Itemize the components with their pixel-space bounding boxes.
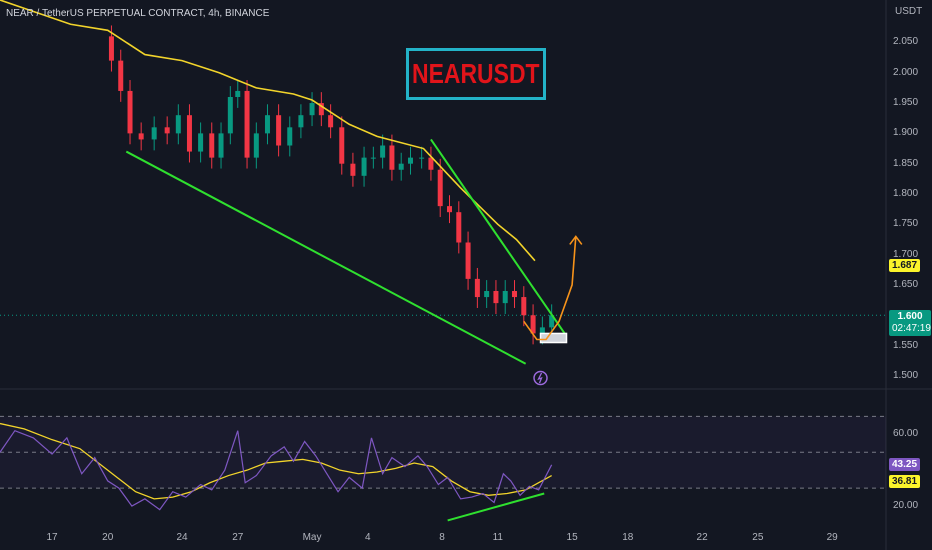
candle-body [209,133,215,158]
candle-body [227,97,233,134]
time-tick-label: 15 [566,532,578,543]
candle-body [474,278,480,298]
candle-body [437,169,443,207]
projection-arrow-icon [569,235,583,245]
candle-body [108,36,114,61]
candle-body [218,133,224,158]
time-tick-label: 25 [752,532,764,543]
price-tick-label: 1.850 [893,157,919,169]
candle-body [484,291,490,298]
price-tick-label: 1.750 [893,218,919,230]
time-tick-label: 18 [622,532,634,543]
rsi-tick-label: 60.00 [893,428,919,440]
time-tick-label: 24 [176,532,188,543]
candle-body [127,90,133,134]
candle-body [465,242,471,279]
rsi-value-tag: 43.25 [889,458,921,471]
candle-timer: 02:47:19 [892,323,931,334]
candle-body [493,291,499,304]
price-unit: USDT [895,6,923,17]
candle-body [118,60,124,91]
candle-body [235,90,241,97]
candle-body [521,297,527,316]
price-tick-label: 1.650 [893,278,919,290]
candle-body [380,145,386,158]
time-tick-label: 8 [439,532,445,543]
rsi-tick-label: 20.00 [893,500,919,512]
candle-body [328,115,334,128]
candle-body [419,157,425,159]
candle-body [186,115,192,152]
support-zone-box [539,332,568,344]
candle-body [389,145,395,170]
price-tick-label: 2.000 [893,66,919,78]
candle-body [530,315,536,334]
nearusdt-label: NEARUSDT [412,58,540,89]
candle-body [253,133,259,158]
price-tick-label: 1.500 [893,369,919,381]
time-tick-label: 29 [826,532,838,543]
candle-body [361,157,367,176]
candle-body [549,315,555,328]
time-tick-label: 27 [232,532,244,543]
time-tick-label: 17 [46,532,58,543]
symbol-header: NEAR / TetherUS PERPETUAL CONTRACT, 4h, … [6,8,270,19]
resistance-trendline [430,138,566,335]
nearusdt-label-box: NEARUSDT [406,48,546,100]
price-tick-label: 1.800 [893,188,919,199]
price-tick-label: 1.950 [893,97,919,109]
candle-body [287,127,293,146]
candle-body [175,115,181,134]
candle-body [198,133,204,152]
lightning-event-icon [533,370,548,386]
rsi-line [0,429,553,511]
rsi-divergence-line [447,492,545,522]
candle-body [276,115,282,146]
time-tick-label: 11 [492,532,503,543]
time-tick-label: May [302,532,322,543]
candle-body [350,163,356,176]
time-tick-label: 4 [364,532,371,543]
candle-body [512,291,518,298]
time-tick-label: 20 [102,532,114,543]
time-tick-label: 22 [696,532,708,543]
support-trendline [125,150,527,365]
candle-body [151,127,157,140]
last-price-tag: 1.600 02:47:19 [889,310,931,336]
candle-body [407,157,413,164]
price-tick-label: 2.050 [893,36,919,48]
candle-body [138,133,144,140]
ma-price-tag: 1.687 [889,259,921,272]
price-tick-label: 1.550 [893,339,919,351]
candle-body [370,157,376,159]
candle-body [309,103,315,116]
candle-body [264,115,270,134]
candle-body [244,90,250,158]
candle-body [164,127,170,134]
candle-body [456,212,462,243]
rsi-ma-value-tag: 36.81 [889,475,921,488]
candle-body [502,291,508,304]
candle-body [447,206,453,213]
candle-body [398,163,404,170]
candle-body [318,103,324,116]
candle-body [428,157,434,170]
moving-average-line [0,0,536,262]
candle-body [298,115,304,128]
price-tick-label: 1.900 [893,127,919,139]
candle-body [339,127,345,164]
last-price-value: 1.600 [897,311,923,322]
price-tick-label: 1.700 [893,248,919,260]
projection-path [523,236,577,341]
lightning-glyph [537,372,543,384]
candle-body [539,327,545,334]
